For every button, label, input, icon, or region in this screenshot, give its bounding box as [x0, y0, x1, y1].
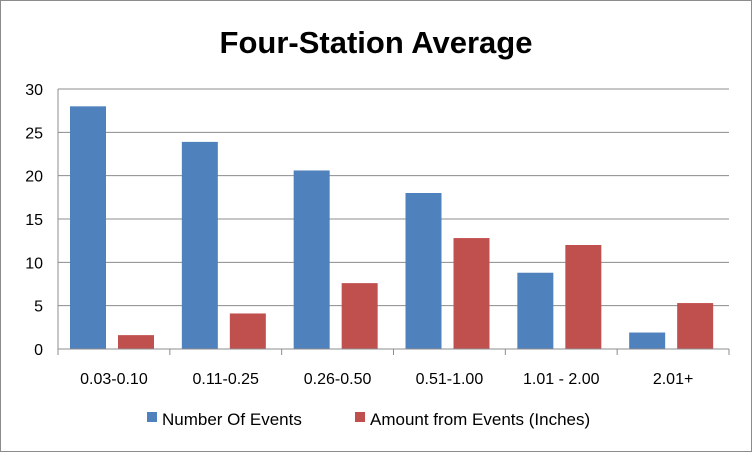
legend: Number Of Events Amount from Events (Inch… — [147, 410, 590, 429]
y-tick-label: 30 — [25, 82, 43, 99]
bar-amount-4 — [565, 245, 602, 349]
chart-title: Four-Station Average — [220, 25, 533, 60]
y-tick-label: 20 — [25, 169, 43, 186]
bar-events-0 — [70, 106, 106, 349]
y-tick-label: 0 — [34, 342, 43, 359]
legend-label-1: Amount from Events (Inches) — [370, 410, 590, 429]
x-tick-label: 2.01+ — [653, 371, 693, 388]
gridlines — [58, 88, 729, 307]
bar-events-2 — [293, 170, 330, 349]
bar-events-4 — [517, 272, 554, 349]
y-axis: 0 5 10 15 20 25 30 — [25, 82, 59, 359]
legend-label-0: Number Of Events — [162, 410, 302, 429]
bar-amount-0 — [118, 335, 154, 349]
legend-swatch-0 — [147, 412, 157, 422]
bar-amount-2 — [341, 283, 378, 349]
bar-amount-1 — [229, 313, 266, 349]
bar-events-1 — [181, 141, 218, 349]
y-tick-label: 10 — [25, 255, 43, 272]
x-axis: 0.03-0.10 0.11-0.25 0.26-0.50 0.51-1.00 1.01… — [57, 348, 730, 388]
y-tick-label: 25 — [25, 125, 43, 142]
bars — [70, 106, 714, 349]
x-tick-label: 0.11-0.25 — [193, 371, 260, 388]
bar-amount-3 — [453, 238, 490, 349]
x-tick-label: 0.03-0.10 — [80, 371, 148, 388]
bar-events-5 — [629, 332, 666, 349]
y-tick-label: 15 — [25, 212, 43, 229]
legend-swatch-1 — [355, 412, 365, 422]
x-tick-label: 1.01 - 2.00 — [523, 371, 600, 388]
bar-amount-5 — [677, 303, 714, 349]
bar-events-3 — [405, 193, 442, 349]
x-tick-label: 0.26-0.50 — [304, 371, 372, 388]
y-tick-label: 5 — [34, 299, 43, 316]
x-tick-label: 0.51-1.00 — [416, 371, 484, 388]
